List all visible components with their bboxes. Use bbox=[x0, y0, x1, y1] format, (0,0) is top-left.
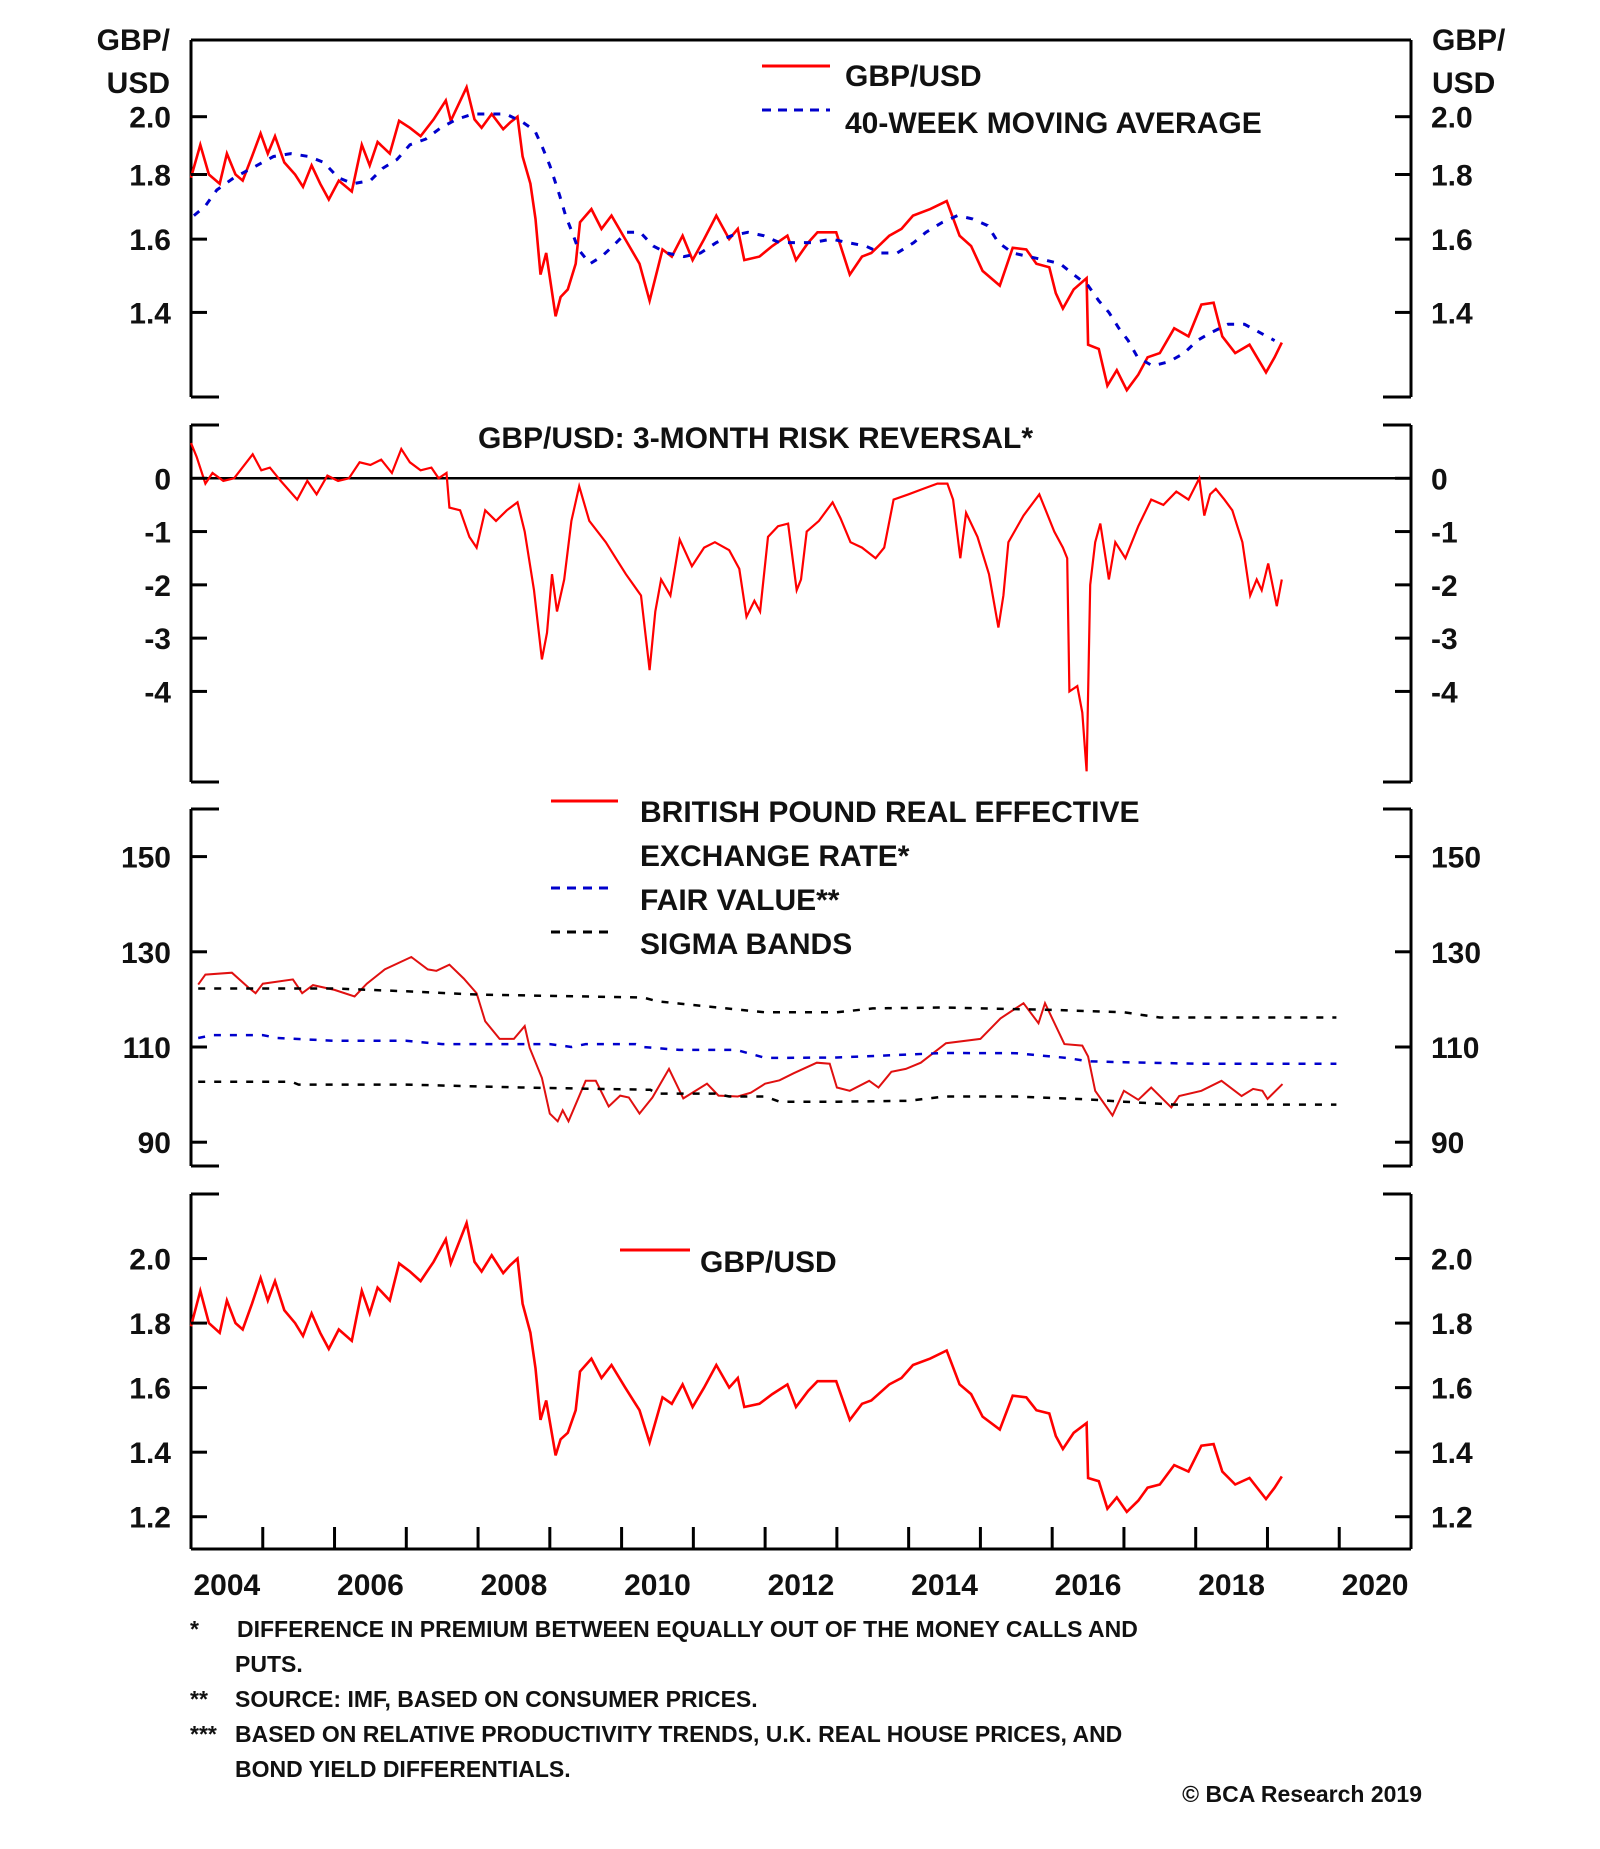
panel3-frame bbox=[189, 807, 1413, 1168]
y-tick-label-left: 1.2 bbox=[129, 1502, 171, 1535]
y-tick-label-left: 1.6 bbox=[129, 224, 171, 257]
panel2-title: GBP/USD: 3-MONTH RISK REVERSAL* bbox=[478, 422, 1033, 455]
panel2-y-ticks: 0 0 -1 -1 -2 -2 -3 -3 -4 -4 bbox=[144, 463, 1458, 709]
legend-label-sigma-bands: SIGMA BANDS bbox=[640, 928, 852, 961]
footnote-text: BOND YIELD DIFFERENTIALS. bbox=[235, 1756, 571, 1782]
panel2-series bbox=[189, 442, 1283, 772]
series-line-ma40 bbox=[192, 112, 1276, 368]
y-tick-label-right: -3 bbox=[1431, 623, 1458, 656]
y-tick-label-right: 1.4 bbox=[1431, 297, 1473, 330]
footnote-marker: ** bbox=[190, 1686, 208, 1712]
y-tick-label-left: 90 bbox=[138, 1127, 171, 1160]
footnotes: * DIFFERENCE IN PREMIUM BETWEEN EQUALLY O… bbox=[190, 1616, 1138, 1782]
footnote-text: BASED ON RELATIVE PRODUCTIVITY TRENDS, U… bbox=[235, 1721, 1122, 1747]
y-tick-label-left: 1.8 bbox=[129, 1308, 171, 1341]
panel2-frame bbox=[189, 423, 1413, 784]
legend-label-fair-value: FAIR VALUE** bbox=[640, 884, 840, 917]
footnote-text: SOURCE: IMF, BASED ON CONSUMER PRICES. bbox=[235, 1686, 758, 1712]
footnote-marker: * bbox=[190, 1616, 199, 1642]
y-tick-label-left: -4 bbox=[144, 676, 171, 709]
panel-gbpusd: 2.0 2.01.8 1.81.6 1.61.4 1.41.2 1.2 2004 2006 2… bbox=[129, 1192, 1473, 1602]
y-tick-label-right: 1.6 bbox=[1431, 224, 1473, 257]
y-tick-label-left: -3 bbox=[144, 623, 171, 656]
y-tick-label-left: 1.4 bbox=[129, 1437, 171, 1470]
y-tick-label-right: 1.8 bbox=[1431, 160, 1473, 193]
x-tick-label: 2016 bbox=[1055, 1569, 1122, 1602]
y-tick-label-right: 0 bbox=[1431, 463, 1448, 496]
y-tick-label-left: 2.0 bbox=[129, 102, 171, 135]
x-axis-ticks: 2004 2006 2008 2010 2012 2014 2016 2018 2020 bbox=[194, 1527, 1409, 1602]
legend-label-reer-line1: BRITISH POUND REAL EFFECTIVE bbox=[640, 796, 1139, 829]
series-line-reer bbox=[197, 955, 1284, 1124]
panel1-series bbox=[189, 83, 1283, 393]
y-tick-label-left: 2.0 bbox=[129, 1244, 171, 1277]
y-tick-label-right: 2.0 bbox=[1431, 102, 1473, 135]
y-tick-label-right: 150 bbox=[1431, 842, 1481, 875]
y-tick-label-left: 1.8 bbox=[129, 160, 171, 193]
panel1-ylabel-right-line1: GBP/ bbox=[1432, 24, 1506, 57]
panel1-ylabel-right-line2: USD bbox=[1432, 67, 1495, 100]
panel3-y-ticks: 150 150 130 130 110 110 90 90 bbox=[121, 842, 1481, 1161]
x-tick-label: 2012 bbox=[768, 1569, 835, 1602]
y-tick-label-left: 0 bbox=[154, 463, 171, 496]
panel3-series bbox=[197, 955, 1337, 1124]
footnote-text: DIFFERENCE IN PREMIUM BETWEEN EQUALLY OU… bbox=[237, 1616, 1138, 1642]
y-tick-label-left: 150 bbox=[121, 842, 171, 875]
x-tick-label: 2018 bbox=[1198, 1569, 1265, 1602]
y-tick-label-right: 1.6 bbox=[1431, 1373, 1473, 1406]
panel1-legend: GBP/USD 40-WEEK MOVING AVERAGE bbox=[762, 60, 1262, 140]
y-tick-label-left: -2 bbox=[144, 570, 171, 603]
x-tick-label: 2014 bbox=[911, 1569, 978, 1602]
panel4-series bbox=[189, 1218, 1283, 1514]
y-tick-label-left: -1 bbox=[144, 517, 171, 550]
panel4-y-ticks: 2.0 2.0 1.8 1.8 1.6 1.6 1.4 1.4 1.2 1.2 bbox=[129, 1244, 1473, 1535]
series-line-sigma-upper bbox=[198, 987, 1337, 1019]
y-tick-label-left: 1.4 bbox=[129, 297, 171, 330]
x-tick-label: 2006 bbox=[337, 1569, 404, 1602]
x-tick-label: 2008 bbox=[481, 1569, 548, 1602]
y-tick-label-right: 2.0 bbox=[1431, 1244, 1473, 1277]
panel4-frame bbox=[189, 1192, 1413, 1551]
y-tick-label-left: 1.6 bbox=[129, 1373, 171, 1406]
x-tick-label: 2020 bbox=[1342, 1569, 1409, 1602]
legend-label-moving-average: 40-WEEK MOVING AVERAGE bbox=[845, 107, 1262, 140]
panel4-legend: GBP/USD bbox=[620, 1246, 837, 1279]
y-tick-label-right: -4 bbox=[1431, 676, 1458, 709]
series-line-gbpusd bbox=[189, 1218, 1283, 1514]
panel3-legend: BRITISH POUND REAL EFFECTIVE EXCHANGE RA… bbox=[551, 796, 1139, 961]
x-tick-label: 2010 bbox=[624, 1569, 691, 1602]
panel-real-effective-exchange-rate: 150 150 130 130 110 110 90 90 BRITISH POUND REA… bbox=[121, 796, 1481, 1168]
y-tick-label-right: 130 bbox=[1431, 937, 1481, 970]
panel1-y-ticks: 2.0 2.0 1.8 1.8 1.6 1.6 1.4 1.4 bbox=[129, 102, 1473, 331]
series-line-sigma-lower bbox=[198, 1080, 1337, 1106]
y-tick-label-right: 90 bbox=[1431, 1127, 1464, 1160]
x-tick-label: 2004 bbox=[194, 1569, 261, 1602]
y-tick-label-right: -1 bbox=[1431, 517, 1458, 550]
panel1-frame bbox=[189, 38, 1413, 399]
y-tick-label-right: 1.8 bbox=[1431, 1308, 1473, 1341]
legend-label-gbpusd: GBP/USD bbox=[845, 60, 982, 93]
footnote-text: PUTS. bbox=[235, 1651, 303, 1677]
panel-gbpusd-moving-average: 2.0 2.0 1.8 1.8 1.6 1.6 1.4 1.4 GBP/ USD GBP/ U… bbox=[97, 24, 1506, 399]
series-line-risk-reversal bbox=[189, 442, 1283, 772]
legend-label-reer-line2: EXCHANGE RATE* bbox=[640, 840, 910, 873]
y-tick-label-left: 130 bbox=[121, 937, 171, 970]
panel1-ylabel-left-line2: USD bbox=[107, 67, 170, 100]
series-line-gbpusd bbox=[189, 83, 1283, 393]
copyright-credit: © BCA Research 2019 bbox=[1182, 1781, 1422, 1807]
y-tick-label-right: 110 bbox=[1431, 1032, 1479, 1065]
y-tick-label-right: 1.2 bbox=[1431, 1502, 1473, 1535]
series-line-fair-value bbox=[197, 1033, 1337, 1065]
y-tick-label-left: 110 bbox=[123, 1032, 171, 1065]
legend-label-gbpusd-bottom: GBP/USD bbox=[700, 1246, 837, 1279]
footnote-marker: *** bbox=[190, 1721, 217, 1747]
y-tick-label-right: -2 bbox=[1431, 570, 1458, 603]
y-tick-label-right: 1.4 bbox=[1431, 1437, 1473, 1470]
panel-risk-reversal: 0 0 -1 -1 -2 -2 -3 -3 -4 -4 GBP/USD: 3-MONTH RISK… bbox=[144, 422, 1458, 784]
panel1-ylabel-left-line1: GBP/ bbox=[97, 24, 171, 57]
